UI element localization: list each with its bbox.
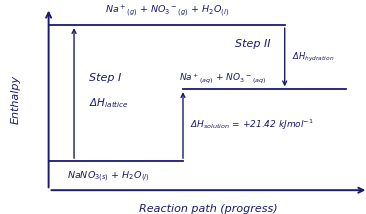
Text: Step II: Step II [235, 39, 270, 49]
Text: NaNO$_{3(s)}$ + H$_2$O$_{(l)}$: NaNO$_{3(s)}$ + H$_2$O$_{(l)}$ [67, 169, 149, 184]
Text: Reaction path (progress): Reaction path (progress) [139, 204, 278, 214]
Text: ΔH$_{lattice}$: ΔH$_{lattice}$ [89, 96, 128, 110]
Text: Na$^+$$_{(g)}$ + NO$_3$$^-$$_{(g)}$ + H$_2$O$_{(l)}$: Na$^+$$_{(g)}$ + NO$_3$$^-$$_{(g)}$ + H$… [105, 4, 229, 19]
Text: Na$^+$$_{(aq)}$ + NO$_3$$^-$$_{(aq)}$: Na$^+$$_{(aq)}$ + NO$_3$$^-$$_{(aq)}$ [179, 71, 267, 85]
Text: ΔH$_{solution}$ = +21.42 kJmol$^{-1}$: ΔH$_{solution}$ = +21.42 kJmol$^{-1}$ [190, 118, 314, 132]
Text: ΔH$_{hydration}$: ΔH$_{hydration}$ [292, 51, 335, 64]
Text: Enthalpy: Enthalpy [11, 74, 21, 123]
Text: Step I: Step I [89, 73, 121, 83]
